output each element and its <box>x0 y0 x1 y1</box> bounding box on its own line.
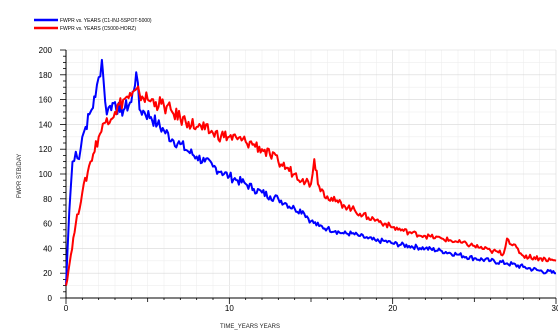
y-axis-label: FWPR STB/DAY <box>17 154 23 199</box>
y-tick-label: 80 <box>43 195 52 204</box>
x-tick-label: 10 <box>225 304 234 313</box>
y-tick-label: 20 <box>43 269 52 278</box>
y-tick-label: 160 <box>39 96 53 105</box>
y-tick-label: 120 <box>39 145 53 154</box>
y-tick-label: 40 <box>43 244 52 253</box>
y-tick-label: 200 <box>39 46 53 55</box>
x-tick-label: 0 <box>64 304 69 313</box>
legend-label: FWPR vs. YEARS (C1-INJ-5SPOT-5000) <box>60 18 152 24</box>
x-axis-label: TIME_YEARS YEARS <box>220 324 280 330</box>
legend: FWPR vs. YEARS (C1-INJ-5SPOT-5000) FWPR v… <box>34 18 152 32</box>
y-tick-label: 0 <box>48 294 53 303</box>
x-tick-label: 30 <box>552 304 558 313</box>
tick-labels: 0 10 20 30 0 20 40 60 80 100 120 140 160 180 200 <box>39 46 558 313</box>
series-lines <box>65 58 557 286</box>
y-tick-label: 60 <box>43 220 52 229</box>
x-tick-label: 20 <box>388 304 397 313</box>
series-line-1 <box>65 58 557 286</box>
y-tick-label: 100 <box>39 170 53 179</box>
grid <box>65 49 557 299</box>
series-line-2 <box>65 85 557 286</box>
legend-label: FWPR vs. YEARS (C5000-HORZ) <box>60 26 136 32</box>
y-tick-label: 140 <box>39 120 53 129</box>
y-tick-label: 180 <box>39 71 53 80</box>
